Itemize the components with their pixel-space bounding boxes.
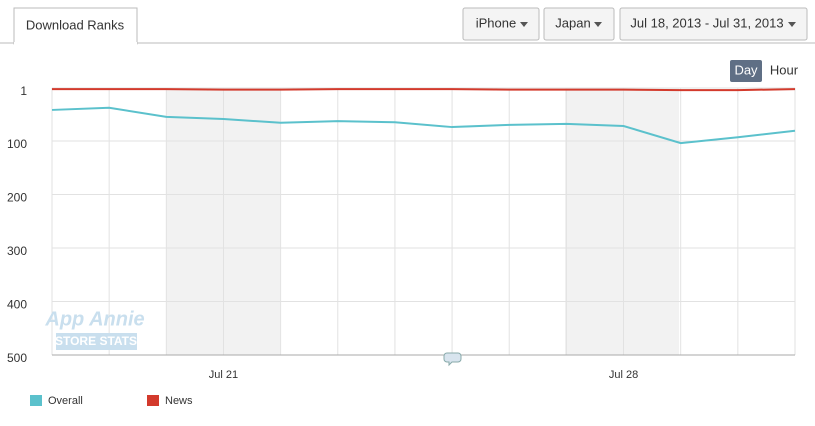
series-line	[51, 106, 796, 145]
x-tick-label: Jul 28	[609, 369, 638, 381]
y-tick-label: 300	[7, 244, 27, 258]
day-button[interactable]	[730, 60, 762, 82]
legend-swatch	[30, 395, 42, 406]
watermark: STORE STATS	[55, 334, 137, 348]
date-dropdown[interactable]	[619, 7, 808, 41]
device-label: iPhone	[476, 15, 516, 30]
dropdown-arrow	[520, 22, 528, 27]
country-dropdown[interactable]	[543, 7, 615, 41]
x-tick-label: Jul 21	[209, 369, 238, 381]
legend-label: Overall	[48, 395, 83, 407]
y-tick-label: 400	[7, 298, 27, 312]
country-label: Japan	[555, 15, 590, 30]
tab-label: Download Ranks	[26, 17, 125, 32]
watermark-box	[56, 333, 137, 350]
weekend-shade	[565, 88, 679, 355]
y-tick-label: 500	[7, 351, 27, 365]
series-line	[52, 88, 796, 92]
device-dropdown[interactable]	[462, 7, 540, 41]
hour-button[interactable]: Hour	[770, 62, 799, 77]
dropdown-arrow	[788, 22, 796, 27]
day-label: Day	[734, 62, 758, 77]
legend-swatch	[147, 395, 159, 406]
tab-gap	[14, 42, 137, 45]
comment-icon[interactable]	[443, 352, 462, 367]
dropdown-arrow	[594, 22, 602, 27]
y-tick-label: 200	[7, 191, 27, 205]
watermark: App Annie	[44, 308, 144, 330]
y-tick-label: 100	[7, 137, 27, 151]
y-tick-label: 1	[20, 84, 27, 98]
date-label: Jul 18, 2013 - Jul 31, 2013	[630, 15, 783, 30]
legend-label: News	[165, 395, 193, 407]
